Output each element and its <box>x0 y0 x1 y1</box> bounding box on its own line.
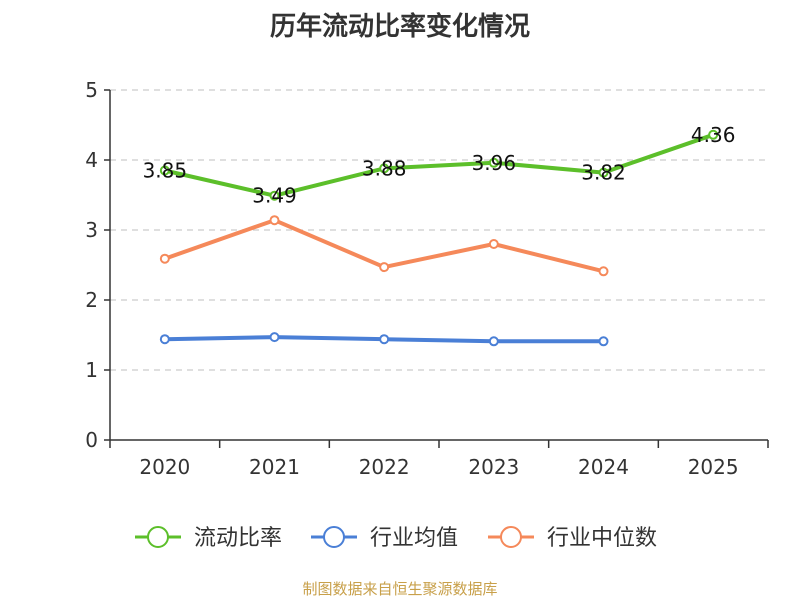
data-point[interactable] <box>488 157 499 168</box>
x-tick-label: 2020 <box>139 455 190 479</box>
y-tick-label: 2 <box>85 288 98 312</box>
data-point[interactable] <box>488 239 499 249</box>
data-point[interactable] <box>269 332 280 343</box>
data-point[interactable] <box>159 334 170 345</box>
y-tick-label: 4 <box>85 148 98 172</box>
y-tick-label: 1 <box>85 358 98 382</box>
data-label: 3.49 <box>252 184 297 208</box>
legend-label[interactable]: 流动比率 <box>194 526 282 551</box>
x-tick-label: 2022 <box>359 455 410 479</box>
x-tick-label: 2021 <box>249 455 300 479</box>
legend-marker[interactable] <box>323 526 345 548</box>
x-tick-label: 2025 <box>688 455 739 479</box>
data-label: 3.88 <box>362 156 407 180</box>
data-point[interactable] <box>159 253 170 264</box>
y-tick-label: 3 <box>85 218 98 242</box>
data-point[interactable] <box>598 336 609 347</box>
legend-label[interactable]: 行业中位数 <box>547 526 657 551</box>
data-point[interactable] <box>379 334 390 345</box>
legend-marker[interactable] <box>147 526 169 548</box>
legend-label[interactable]: 行业均值 <box>370 526 458 551</box>
data-point[interactable] <box>708 129 719 140</box>
chart-title: 历年流动比率变化情况 <box>269 12 530 42</box>
data-point[interactable] <box>598 266 609 277</box>
data-point[interactable] <box>159 165 170 176</box>
y-tick-label: 0 <box>85 428 98 452</box>
data-point[interactable] <box>269 215 280 226</box>
data-point[interactable] <box>379 262 390 273</box>
data-point[interactable] <box>598 167 609 178</box>
source-footer: 制图数据来自恒生聚源数据库 <box>302 580 498 598</box>
data-label: 3.96 <box>472 151 517 175</box>
data-label: 4.36 <box>691 123 736 147</box>
x-tick-label: 2023 <box>468 455 519 479</box>
data-label: 3.82 <box>581 161 626 185</box>
legend-marker[interactable] <box>500 526 522 548</box>
data-point[interactable] <box>379 163 390 174</box>
data-point[interactable] <box>488 336 499 347</box>
data-label: 3.85 <box>143 159 188 183</box>
x-tick-label: 2024 <box>578 455 629 479</box>
y-tick-label: 5 <box>85 78 98 102</box>
data-point[interactable] <box>269 190 280 201</box>
series-line <box>164 132 714 198</box>
